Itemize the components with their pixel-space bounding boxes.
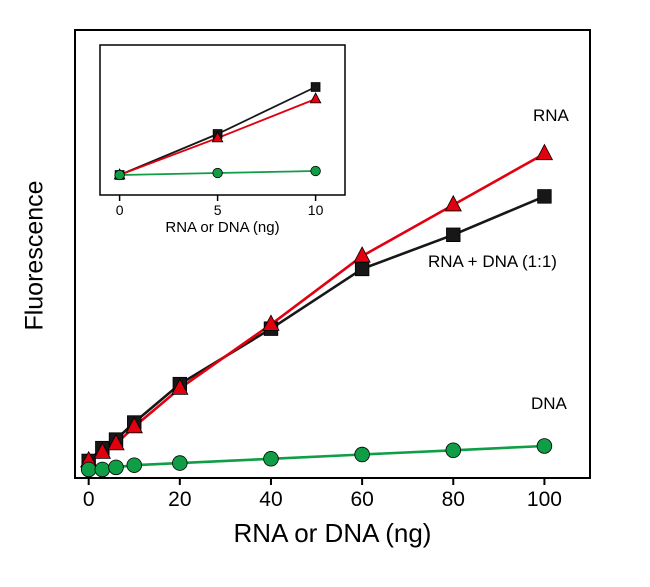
- triangle-marker: [93, 442, 112, 459]
- inset-x-axis-label: RNA or DNA (ng): [165, 219, 280, 236]
- circle-marker: [108, 459, 124, 476]
- series-label-rna-dna: RNA + DNA (1:1): [428, 252, 557, 271]
- circle-marker: [263, 451, 279, 467]
- circle-marker: [536, 438, 553, 454]
- square-marker: [310, 82, 321, 92]
- circle-marker: [212, 167, 223, 179]
- triangle-marker: [107, 433, 125, 451]
- x-tick-label: 0: [83, 488, 95, 511]
- x-tick-label: 100: [527, 488, 562, 511]
- x-tick-label: 5: [214, 202, 222, 218]
- x-tick-label: 60: [350, 488, 373, 511]
- square-marker: [446, 227, 461, 243]
- circle-marker: [310, 165, 321, 177]
- circle-marker: [94, 461, 111, 478]
- x-axis-label: RNA or DNA (ng): [233, 518, 432, 548]
- x-tick-label: 40: [259, 488, 282, 511]
- x-tick-label: 80: [442, 488, 465, 511]
- inset-plot-frame: [99, 44, 346, 196]
- circle-marker: [114, 169, 125, 181]
- y-axis-label: Fluorescence: [20, 180, 49, 331]
- x-tick-label: 10: [308, 202, 324, 218]
- circle-marker: [354, 446, 370, 463]
- triangle-marker: [444, 194, 462, 212]
- triangle-marker: [309, 92, 322, 104]
- x-tick-label: 0: [116, 202, 124, 218]
- inset-plot: 0 5 10: [99, 44, 346, 218]
- x-tick-label: 20: [168, 488, 191, 511]
- circle-marker: [445, 442, 462, 459]
- circle-marker: [172, 455, 188, 471]
- series-label-rna: RNA: [533, 106, 569, 125]
- circle-marker: [126, 457, 143, 473]
- triangle-marker: [535, 143, 554, 161]
- triangle-marker: [211, 131, 224, 143]
- square-marker: [354, 261, 370, 277]
- triangle-marker: [262, 314, 280, 331]
- circle-marker: [80, 461, 97, 478]
- triangle-marker: [353, 246, 371, 263]
- triangle-marker: [171, 378, 189, 395]
- series-label-dna: DNA: [531, 394, 567, 413]
- triangle-marker: [125, 416, 143, 434]
- square-marker: [537, 189, 552, 204]
